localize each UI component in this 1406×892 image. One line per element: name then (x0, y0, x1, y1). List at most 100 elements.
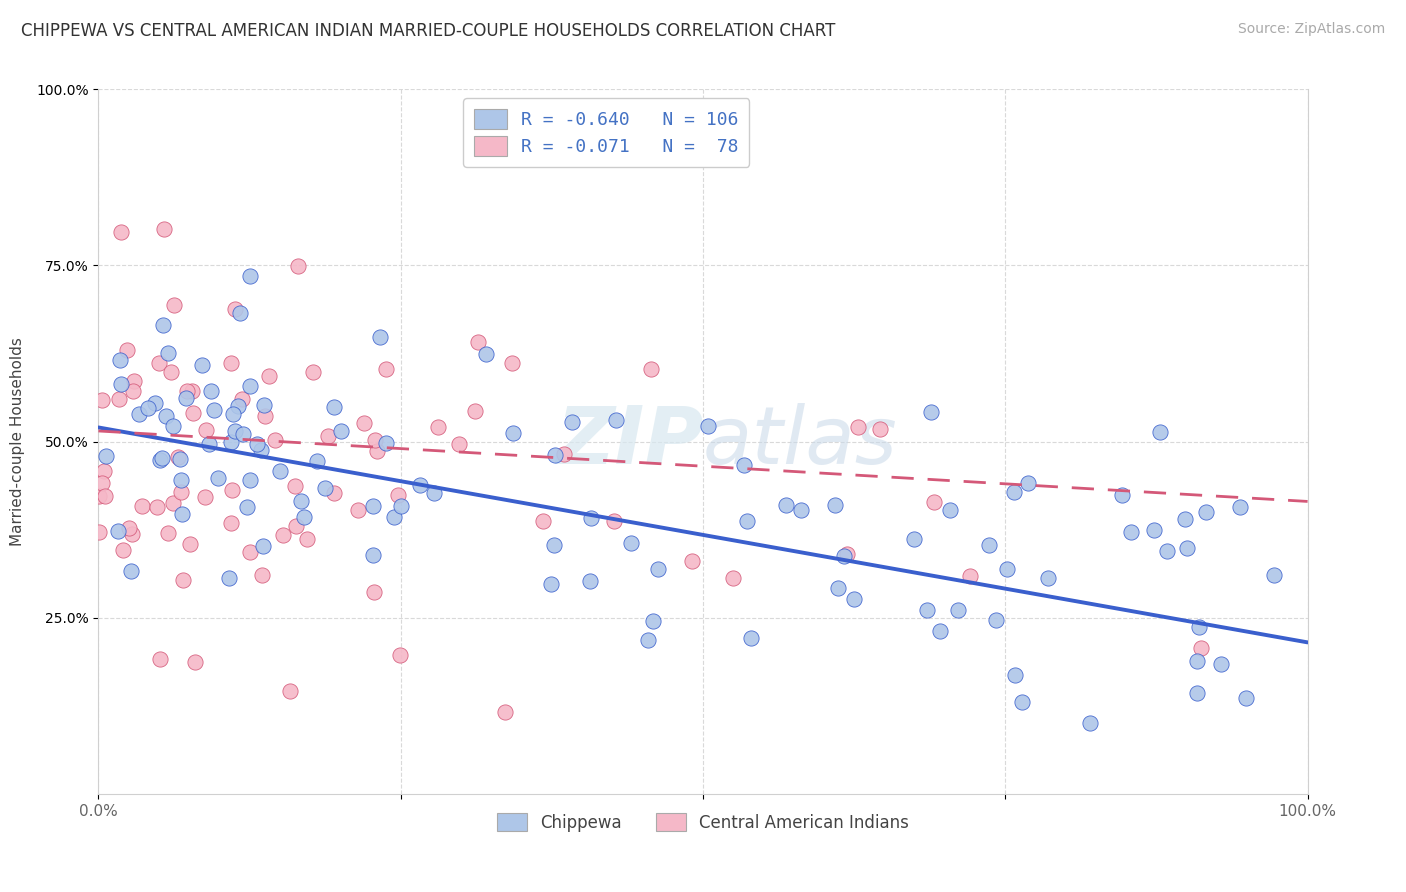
Point (920, 405, 942, 419)
Point (195, 423, 218, 437)
Point (110, 225, 132, 239)
Point (579, 511, 602, 525)
Point (842, 592, 865, 607)
Point (827, 581, 849, 595)
Point (1017, 475, 1039, 490)
Point (318, 429, 340, 443)
Point (89, 525, 111, 540)
Point (207, 471, 229, 485)
Point (467, 335, 489, 350)
Point (184, 655, 207, 669)
Point (995, 562, 1018, 576)
Point (146, 500, 169, 515)
Point (697, 418, 720, 433)
Point (824, 498, 846, 512)
Point (363, 585, 385, 599)
Point (561, 415, 583, 429)
Point (1189, 641, 1212, 656)
Point (374, 436, 396, 450)
Point (1078, 716, 1101, 731)
Point (347, 503, 370, 517)
Point (174, 392, 197, 406)
Point (353, 416, 375, 430)
Point (494, 705, 516, 719)
Point (366, 444, 388, 458)
Point (145, 396, 167, 410)
Point (531, 514, 554, 528)
Point (219, 516, 242, 531)
Point (284, 479, 307, 493)
Point (108, 352, 131, 367)
Point (1263, 567, 1285, 582)
Point (120, 564, 142, 578)
Point (202, 402, 225, 417)
Point (263, 434, 285, 448)
Point (986, 614, 1008, 628)
Point (363, 499, 385, 513)
Point (464, 404, 486, 418)
Point (162, 496, 184, 510)
Point (1111, 488, 1133, 502)
Point (1002, 484, 1025, 499)
Text: atlas: atlas (703, 402, 898, 481)
Point (382, 510, 405, 524)
Point (579, 574, 602, 588)
Point (1149, 425, 1171, 440)
Point (124, 374, 146, 388)
Point (544, 448, 567, 462)
Point (387, 488, 409, 502)
Point (219, 435, 242, 450)
Point (330, 424, 353, 438)
Point (128, 407, 150, 421)
Point (447, 437, 470, 451)
Point (93, 489, 115, 503)
Point (1229, 500, 1251, 515)
Point (475, 346, 498, 360)
Point (169, 452, 191, 467)
Point (163, 298, 186, 312)
Point (287, 259, 309, 273)
Point (253, 409, 276, 424)
Point (179, 537, 201, 551)
Point (979, 538, 1001, 552)
Point (388, 648, 411, 662)
Point (271, 528, 294, 542)
Point (922, 495, 945, 509)
Point (219, 356, 242, 370)
Point (540, 576, 562, 591)
Point (110, 376, 132, 391)
Point (253, 398, 276, 412)
Point (1004, 667, 1026, 681)
Point (152, 318, 174, 332)
Point (239, 379, 262, 393)
Point (832, 549, 855, 563)
Point (131, 499, 153, 513)
Point (118, 521, 141, 535)
Point (149, 652, 172, 666)
Point (846, 420, 869, 434)
Point (1188, 620, 1211, 634)
Point (280, 684, 302, 698)
Point (775, 498, 797, 512)
Point (170, 507, 193, 521)
Point (364, 434, 387, 448)
Point (1011, 695, 1033, 709)
Point (501, 356, 523, 370)
Point (605, 413, 627, 427)
Point (169, 473, 191, 487)
Point (553, 447, 575, 461)
Point (375, 362, 398, 376)
Point (231, 392, 253, 406)
Point (121, 526, 143, 541)
Point (148, 355, 170, 369)
Point (1036, 571, 1059, 585)
Point (643, 615, 665, 629)
Point (239, 269, 262, 284)
Point (232, 426, 254, 441)
Point (155, 409, 177, 423)
Point (1119, 524, 1142, 539)
Point (162, 419, 184, 434)
Point (959, 569, 981, 583)
Point (269, 464, 291, 478)
Point (89, 489, 111, 503)
